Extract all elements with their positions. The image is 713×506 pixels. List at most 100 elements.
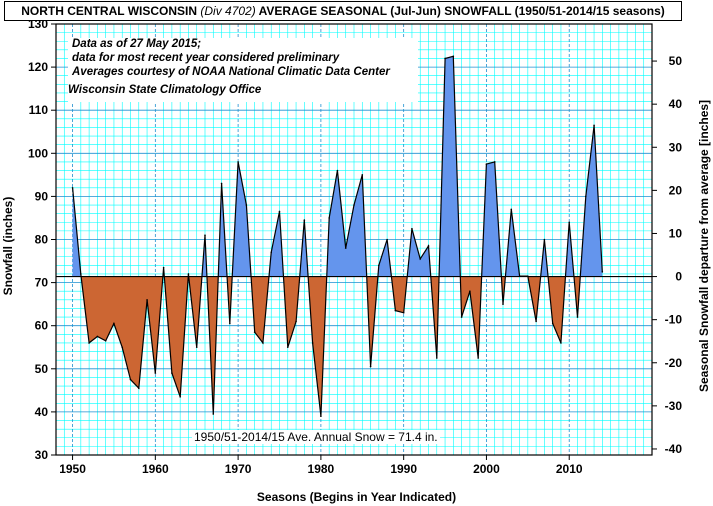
data-point	[311, 342, 314, 344]
data-point	[212, 413, 215, 415]
data-point	[510, 208, 513, 211]
title-region: NORTH CENTRAL WISCONSIN	[21, 4, 198, 18]
note-noaa-credit: Averages courtesy of NOAA National Clima…	[72, 66, 390, 78]
y2-tick-label: -20	[665, 356, 683, 370]
data-point	[270, 251, 273, 254]
x-tick-label: 1980	[308, 462, 335, 476]
y2-tick-label: -40	[665, 442, 683, 456]
y-axis-label: Snowfall (inches)	[1, 196, 15, 296]
y2-tick-label: 30	[669, 140, 683, 154]
above-average-area	[72, 187, 82, 277]
data-point	[253, 331, 256, 333]
data-point	[245, 204, 248, 206]
data-point	[129, 378, 132, 381]
data-point	[435, 357, 438, 359]
data-point	[369, 365, 372, 368]
y2-tick-label: 20	[669, 183, 683, 197]
data-point	[411, 227, 413, 230]
data-point	[601, 271, 604, 273]
data-point	[286, 346, 289, 349]
above-average-area	[269, 211, 284, 277]
above-average-area	[580, 125, 603, 277]
data-point	[444, 57, 446, 60]
data-point	[88, 342, 90, 344]
below-average-area	[227, 276, 233, 324]
data-point	[320, 415, 322, 418]
below-average-area	[283, 276, 300, 348]
data-point	[146, 299, 148, 301]
data-point	[361, 174, 364, 176]
above-average-area	[565, 222, 574, 277]
data-point	[593, 124, 595, 127]
data-point	[80, 273, 82, 275]
x-tick-label: 1970	[225, 462, 252, 476]
data-point	[493, 161, 496, 163]
axes	[51, 23, 657, 460]
title-division: (Div 4702)	[200, 4, 256, 18]
data-point	[485, 163, 488, 165]
above-average-area	[505, 209, 528, 277]
data-point	[477, 357, 479, 359]
above-average-area	[481, 161, 502, 277]
title-description: AVERAGE SEASONAL (Jul-Jun) SNOWFALL (195…	[258, 4, 665, 18]
data-point	[460, 316, 463, 318]
y-tick-label: 50	[35, 362, 49, 376]
y2-tick-label: 50	[669, 54, 683, 68]
x-tick-label: 2000	[473, 462, 500, 476]
data-point	[535, 320, 537, 323]
data-point	[378, 264, 380, 267]
data-point	[527, 275, 529, 277]
data-point	[104, 339, 107, 342]
data-point	[502, 303, 504, 305]
x-tick-label: 1960	[142, 462, 169, 476]
data-point	[386, 238, 388, 241]
data-point	[584, 195, 587, 198]
average-annotation: 1950/51-2014/15 Ave. Annual Snow = 71.4 …	[192, 430, 440, 444]
data-point	[162, 266, 165, 269]
data-point	[576, 316, 579, 318]
below-average-area	[548, 276, 566, 343]
data-point	[419, 258, 422, 260]
x-tick-label: 2010	[556, 462, 583, 476]
data-point	[187, 273, 190, 275]
y-tick-label: 30	[35, 448, 49, 462]
note-climatology-office: Wisconsin State Climatology Office	[68, 84, 262, 96]
data-point	[295, 320, 297, 323]
y-tick-label: 110	[29, 103, 49, 117]
below-average-area	[527, 276, 541, 322]
y2-tick-label: -10	[665, 313, 683, 327]
data-point	[543, 238, 546, 241]
y2-tick-label: 0	[675, 270, 682, 284]
above-average-area	[326, 170, 367, 277]
below-average-area	[188, 276, 202, 348]
data-point	[551, 322, 554, 325]
data-point	[171, 372, 173, 374]
data-point	[394, 309, 397, 312]
data-point	[220, 182, 223, 185]
data-point	[154, 372, 157, 374]
data-point	[560, 342, 562, 344]
data-point	[262, 342, 264, 344]
data-point	[96, 335, 99, 338]
above-average-area	[218, 183, 228, 277]
x-tick-label: 1950	[59, 462, 86, 476]
below-average-area	[391, 276, 408, 313]
y-tick-label: 70	[35, 276, 49, 290]
data-point	[121, 346, 124, 349]
data-point	[71, 186, 74, 189]
y-tick-label: 80	[35, 233, 49, 247]
below-average-area	[164, 276, 189, 397]
below-average-area	[366, 276, 378, 367]
snowfall-series	[56, 55, 652, 418]
departure-areas	[72, 56, 603, 417]
y-tick-label: 120	[28, 60, 48, 74]
data-point	[113, 322, 115, 325]
y-tick-label: 100	[28, 146, 48, 160]
note-data-date: Data as of 27 May 2015;	[72, 38, 202, 50]
y2-tick-label: 10	[669, 226, 683, 240]
data-point	[179, 396, 181, 398]
data-point	[344, 247, 347, 249]
data-point	[229, 322, 231, 325]
data-point	[353, 204, 355, 206]
data-point	[427, 245, 430, 247]
